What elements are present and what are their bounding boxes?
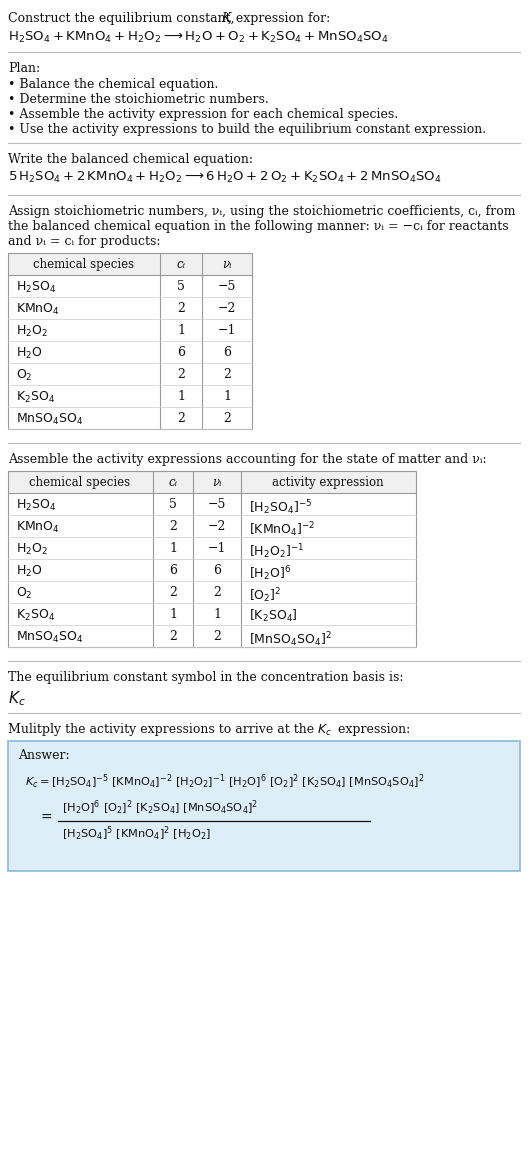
Text: −1: −1	[208, 542, 227, 555]
Text: 1: 1	[213, 608, 221, 621]
Text: $[\mathrm{H_2SO_4}]^5\ [\mathrm{KMnO_4}]^2\ [\mathrm{H_2O_2}]$: $[\mathrm{H_2SO_4}]^5\ [\mathrm{KMnO_4}]…	[62, 825, 211, 843]
Text: , expression for:: , expression for:	[228, 12, 330, 24]
Text: 1: 1	[177, 390, 185, 404]
Text: 2: 2	[213, 586, 221, 599]
Text: 2: 2	[223, 368, 231, 381]
Text: $[\mathrm{H_2O_2}]^{-1}$: $[\mathrm{H_2O_2}]^{-1}$	[249, 542, 304, 561]
Text: $\mathrm{5\,H_2SO_4 + 2\,KMnO_4 + H_2O_2 \longrightarrow 6\,H_2O + 2\,O_2 + K_2S: $\mathrm{5\,H_2SO_4 + 2\,KMnO_4 + H_2O_2…	[8, 170, 441, 185]
Bar	[8, 254, 252, 274]
Text: Answer:: Answer:	[18, 749, 70, 762]
Text: Write the balanced chemical equation:: Write the balanced chemical equation:	[8, 154, 253, 166]
Text: activity expression: activity expression	[272, 476, 384, 488]
Text: $\mathrm{K_2SO_4}$: $\mathrm{K_2SO_4}$	[16, 390, 55, 405]
Text: νᵢ: νᵢ	[222, 258, 232, 271]
Text: $[\mathrm{H_2O}]^6\ [\mathrm{O_2}]^2\ [\mathrm{K_2SO_4}]\ [\mathrm{MnSO_4SO_4}]^: $[\mathrm{H_2O}]^6\ [\mathrm{O_2}]^2\ [\…	[62, 799, 258, 818]
Text: 1: 1	[223, 390, 231, 404]
Text: $\mathrm{KMnO_4}$: $\mathrm{KMnO_4}$	[16, 302, 60, 317]
Text: 5: 5	[169, 498, 177, 511]
Text: 6: 6	[223, 347, 231, 359]
Text: −2: −2	[218, 302, 236, 315]
Text: 1: 1	[169, 542, 177, 555]
Text: $\mathrm{O_2}$: $\mathrm{O_2}$	[16, 586, 33, 601]
Text: $\mathit{K}_c = [\mathrm{H_2SO_4}]^{-5}\ [\mathrm{KMnO_4}]^{-2}\ [\mathrm{H_2O_2: $\mathit{K}_c = [\mathrm{H_2SO_4}]^{-5}\…	[25, 773, 425, 791]
Text: 5: 5	[177, 280, 185, 293]
Text: • Balance the chemical equation.: • Balance the chemical equation.	[8, 78, 219, 91]
Text: $[\mathrm{H_2O}]^6$: $[\mathrm{H_2O}]^6$	[249, 564, 291, 583]
Text: cᵢ: cᵢ	[168, 476, 177, 488]
Text: chemical species: chemical species	[33, 258, 135, 271]
Bar	[8, 471, 416, 493]
Text: 6: 6	[213, 564, 221, 577]
Text: $\mathrm{MnSO_4SO_4}$: $\mathrm{MnSO_4SO_4}$	[16, 630, 83, 645]
Text: 6: 6	[177, 347, 185, 359]
Text: 1: 1	[177, 324, 185, 337]
Text: $[\mathrm{MnSO_4SO_4}]^2$: $[\mathrm{MnSO_4SO_4}]^2$	[249, 630, 332, 649]
Text: and νᵢ = cᵢ for products:: and νᵢ = cᵢ for products:	[8, 235, 161, 248]
Text: $\mathrm{H_2O_2}$: $\mathrm{H_2O_2}$	[16, 324, 48, 340]
Text: Construct the equilibrium constant,: Construct the equilibrium constant,	[8, 12, 239, 24]
Text: $\mathit{K}_c$: $\mathit{K}_c$	[8, 688, 26, 708]
Text: $\mathrm{H_2O}$: $\mathrm{H_2O}$	[16, 564, 43, 579]
Text: 2: 2	[169, 586, 177, 599]
Text: chemical species: chemical species	[30, 476, 130, 488]
Bar	[8, 471, 416, 647]
Text: Assign stoichiometric numbers, νᵢ, using the stoichiometric coefficients, cᵢ, fr: Assign stoichiometric numbers, νᵢ, using…	[8, 205, 515, 217]
Text: $\mathrm{O_2}$: $\mathrm{O_2}$	[16, 368, 33, 383]
Text: 2: 2	[169, 520, 177, 533]
Text: • Determine the stoichiometric numbers.: • Determine the stoichiometric numbers.	[8, 93, 269, 106]
Text: K: K	[221, 12, 230, 24]
Text: 1: 1	[169, 608, 177, 621]
Text: −2: −2	[208, 520, 226, 533]
Text: −5: −5	[208, 498, 226, 511]
Text: −1: −1	[218, 324, 236, 337]
FancyBboxPatch shape	[8, 741, 520, 871]
Text: Mulitply the activity expressions to arrive at the: Mulitply the activity expressions to arr…	[8, 723, 318, 736]
Text: the balanced chemical equation in the following manner: νᵢ = −cᵢ for reactants: the balanced chemical equation in the fo…	[8, 220, 508, 233]
Text: 2: 2	[177, 412, 185, 424]
Text: $\mathrm{H_2SO_4}$: $\mathrm{H_2SO_4}$	[16, 498, 56, 513]
Text: $\mathit{K}_c$: $\mathit{K}_c$	[317, 723, 332, 739]
Text: $[\mathrm{KMnO_4}]^{-2}$: $[\mathrm{KMnO_4}]^{-2}$	[249, 520, 316, 538]
Text: $[\mathrm{O_2}]^2$: $[\mathrm{O_2}]^2$	[249, 586, 281, 605]
Text: $\mathrm{K_2SO_4}$: $\mathrm{K_2SO_4}$	[16, 608, 55, 623]
Text: $\mathrm{H_2O_2}$: $\mathrm{H_2O_2}$	[16, 542, 48, 557]
Text: −5: −5	[218, 280, 236, 293]
Text: $[\mathrm{H_2SO_4}]^{-5}$: $[\mathrm{H_2SO_4}]^{-5}$	[249, 498, 312, 516]
Text: $\mathrm{H_2SO_4 + KMnO_4 + H_2O_2 \longrightarrow H_2O + O_2 + K_2SO_4 + MnSO_4: $\mathrm{H_2SO_4 + KMnO_4 + H_2O_2 \long…	[8, 30, 389, 45]
Text: cᵢ: cᵢ	[176, 258, 185, 271]
Text: Assemble the activity expressions accounting for the state of matter and νᵢ:: Assemble the activity expressions accoun…	[8, 454, 487, 466]
Text: • Assemble the activity expression for each chemical species.: • Assemble the activity expression for e…	[8, 108, 398, 121]
Text: 2: 2	[169, 630, 177, 643]
Text: Plan:: Plan:	[8, 62, 40, 74]
Text: expression:: expression:	[334, 723, 410, 736]
Bar	[8, 254, 252, 429]
Text: $\mathrm{H_2SO_4}$: $\mathrm{H_2SO_4}$	[16, 280, 56, 295]
Text: $\mathrm{MnSO_4SO_4}$: $\mathrm{MnSO_4SO_4}$	[16, 412, 83, 427]
Text: $=$: $=$	[38, 809, 53, 823]
Text: 2: 2	[177, 368, 185, 381]
Text: 2: 2	[223, 412, 231, 424]
Text: 2: 2	[213, 630, 221, 643]
Text: 2: 2	[177, 302, 185, 315]
Text: 6: 6	[169, 564, 177, 577]
Text: $\mathrm{KMnO_4}$: $\mathrm{KMnO_4}$	[16, 520, 60, 535]
Text: $\mathrm{H_2O}$: $\mathrm{H_2O}$	[16, 347, 43, 361]
Text: $[\mathrm{K_2SO_4}]$: $[\mathrm{K_2SO_4}]$	[249, 608, 298, 625]
Text: • Use the activity expressions to build the equilibrium constant expression.: • Use the activity expressions to build …	[8, 123, 486, 136]
Text: νᵢ: νᵢ	[212, 476, 222, 488]
Text: The equilibrium constant symbol in the concentration basis is:: The equilibrium constant symbol in the c…	[8, 671, 403, 684]
